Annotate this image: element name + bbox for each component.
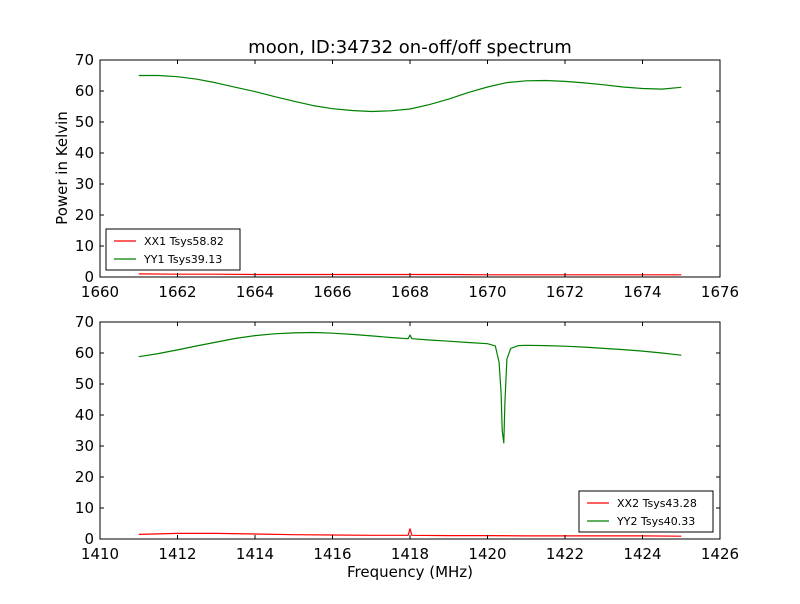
y-tick-label: 0 [84, 530, 94, 548]
y-tick-label: 60 [75, 82, 94, 100]
x-tick-label: 1414 [236, 545, 274, 563]
series-line-1-2 [138, 74, 682, 113]
legend-label: XX2 Tsys43.28 [617, 497, 697, 510]
x-tick-label: 1670 [468, 283, 506, 301]
x-tick-label: 1660 [81, 283, 119, 301]
x-tick-label: 1668 [391, 283, 429, 301]
legend-box [105, 228, 241, 271]
x-tick-label: 1416 [313, 545, 351, 563]
y-tick-label: 50 [75, 113, 94, 131]
x-tick-label: 1666 [313, 283, 351, 301]
y-tick-label: 20 [75, 206, 94, 224]
series-line-2-2 [138, 331, 682, 444]
y-tick-label: 70 [75, 51, 94, 69]
legend-box [578, 490, 714, 533]
legend-1: XX1 Tsys58.82 YY1 Tsys39.13 [105, 228, 241, 271]
panel-1: 1660 1662 1664 1666 1668 1670 1672 1674 1676 0 10 2… [75, 51, 739, 301]
legend-label: XX1 Tsys58.82 [144, 235, 224, 248]
y-tick-label: 10 [75, 237, 94, 255]
x-tick-label: 1412 [158, 545, 196, 563]
x-tick-label: 1664 [236, 283, 274, 301]
x-tick-label: 1410 [81, 545, 119, 563]
legend-label: YY1 Tsys39.13 [143, 253, 222, 266]
y-tick-label: 20 [75, 468, 94, 486]
x-tick-label: 1420 [468, 545, 506, 563]
y-tick-label: 10 [75, 499, 94, 517]
y-axis-label: Power in Kelvin [53, 111, 71, 225]
x-tick-label: 1662 [158, 283, 196, 301]
legend-2: XX2 Tsys43.28 YY2 Tsys40.33 [578, 490, 714, 533]
y-tick-label: 40 [75, 406, 94, 424]
x-tick-label: 1424 [623, 545, 661, 563]
series-line-2-1 [138, 528, 682, 537]
y-tick-label: 50 [75, 375, 94, 393]
x-tick-label: 1676 [701, 283, 739, 301]
chart-title: moon, ID:34732 on-off/off spectrum [248, 37, 572, 58]
x-tick-label: 1674 [623, 283, 661, 301]
legend-label: YY2 Tsys40.33 [616, 515, 695, 528]
x-tick-label: 1418 [391, 545, 429, 563]
y-tick-label: 30 [75, 175, 94, 193]
x-tick-label: 1422 [546, 545, 584, 563]
chart-panels: 1660 1662 1664 1666 1668 1670 1672 1674 1676 0 10 2… [75, 51, 739, 563]
x-tick-label: 1426 [701, 545, 739, 563]
y-tick-label: 70 [75, 313, 94, 331]
x-axis-label: Frequency (MHz) [347, 563, 473, 581]
y-tick-label: 60 [75, 344, 94, 362]
y-tick-label: 0 [84, 268, 94, 286]
panel-2: 1410 1412 1414 1416 1418 1420 1422 1424 1426 0 10 2… [75, 313, 739, 563]
y-tick-label: 30 [75, 437, 94, 455]
x-tick-label: 1672 [546, 283, 584, 301]
y-tick-label: 40 [75, 144, 94, 162]
